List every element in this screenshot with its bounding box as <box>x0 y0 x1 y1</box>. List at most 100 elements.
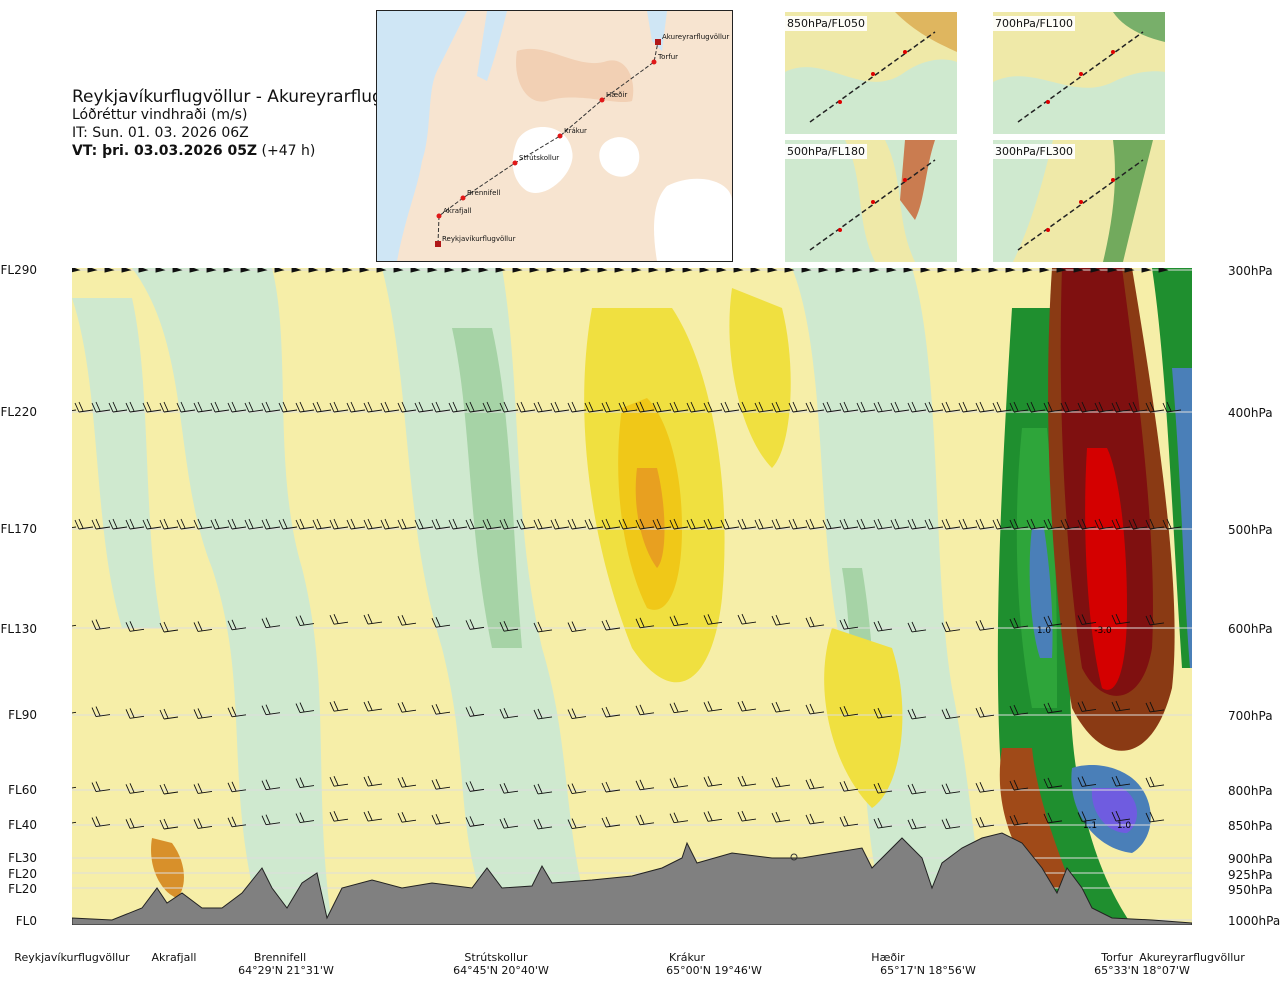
wind-barb <box>295 812 315 823</box>
wind-barb <box>380 401 400 413</box>
wind-barb <box>835 268 846 273</box>
wind-barb <box>635 518 655 530</box>
wind-barb <box>397 401 417 413</box>
wind-barb <box>1111 775 1131 787</box>
axis-hpa-9: 950hPa <box>1228 883 1273 897</box>
axis-hpa-3: 600hPa <box>1228 622 1273 636</box>
wind-barb <box>1107 268 1118 273</box>
route-title: Reykjavíkurflugvöllur - Akureyrarflugvöl… <box>72 87 431 107</box>
wind-barb <box>975 706 995 718</box>
wind-barb <box>839 816 859 827</box>
wind-barb <box>155 268 166 273</box>
cross-section-svg: 1.0 -3.0 1.1 1.0 <box>72 268 1192 925</box>
wind-barb <box>499 817 519 829</box>
thumbnail-700-svg <box>993 12 1165 134</box>
axis-fl-10: FL0 <box>15 914 37 928</box>
wind-barb <box>72 409 77 412</box>
wind-barb <box>771 776 791 788</box>
wind-barb <box>669 401 689 413</box>
wind-barb <box>635 704 655 716</box>
wind-barb <box>329 776 349 787</box>
wind-barb <box>499 782 519 794</box>
thumbnail-500[interactable]: 500hPa/FL180 <box>785 140 957 262</box>
wind-barb <box>1077 518 1097 530</box>
wind-barb <box>329 701 349 712</box>
wind-barb <box>193 818 213 829</box>
wind-barb <box>941 518 961 530</box>
down-brown-low <box>999 748 1072 888</box>
wind-barb <box>261 814 281 826</box>
wind-barb <box>397 518 417 530</box>
wind-barb <box>72 268 81 273</box>
wind-barb <box>907 783 927 795</box>
map-waypoint-marker <box>599 97 605 103</box>
wind-barb <box>971 268 982 273</box>
coord-krakur: 65°00'N 19°46'W <box>666 964 762 977</box>
thumbnail-300[interactable]: 300hPa/FL300 <box>993 140 1165 262</box>
wind-barb <box>261 704 281 716</box>
wind-barb <box>125 783 145 794</box>
thumbnail-700[interactable]: 700hPa/FL100 <box>993 12 1165 134</box>
axis-fl-6: FL40 <box>8 818 37 832</box>
wind-barb <box>754 518 774 530</box>
wind-barb <box>669 615 689 627</box>
wind-barb <box>1077 811 1097 822</box>
map-fjord-east <box>647 11 667 51</box>
wind-barb <box>261 401 281 413</box>
wind-barb <box>1077 614 1097 625</box>
wind-barb <box>342 268 353 273</box>
wind-barb <box>1128 518 1148 530</box>
wind-barb <box>329 518 349 530</box>
wind-barb <box>329 811 349 822</box>
wind-barb <box>448 401 468 413</box>
wind-barb <box>431 401 451 413</box>
wind-barb <box>465 781 485 792</box>
wind-barb <box>1141 268 1152 273</box>
wind-barb <box>1043 777 1063 789</box>
wind-barb <box>1077 701 1097 712</box>
wind-barb <box>72 526 77 529</box>
wind-barb <box>227 781 247 793</box>
wind-barb <box>359 268 370 273</box>
wind-barb <box>818 268 829 273</box>
coord-brennifell: 64°29'N 21°31'W <box>238 964 334 977</box>
wind-barb <box>159 401 179 413</box>
wind-barb <box>461 268 472 273</box>
wind-barb <box>716 268 727 273</box>
place-brennifell: Brennifell <box>253 951 307 964</box>
wind-barb <box>1158 268 1169 273</box>
down-orange-akrafjall <box>151 838 184 898</box>
wind-barb <box>941 401 961 413</box>
down-yellow-3 <box>824 628 903 808</box>
wind-barb <box>1009 518 1029 530</box>
wind-barb <box>104 268 115 273</box>
wind-barb <box>1162 401 1182 413</box>
wind-barb <box>295 702 315 713</box>
wind-barb <box>495 268 506 273</box>
wind-barb <box>992 518 1012 530</box>
glacier-hofsjokull <box>599 137 640 177</box>
thumbnail-850[interactable]: 850hPa/FL050 <box>785 12 957 134</box>
wind-barb <box>597 268 608 273</box>
wind-barb <box>533 518 553 530</box>
wind-barb <box>873 707 893 719</box>
wind-barb <box>227 816 247 828</box>
wind-barb <box>601 518 621 530</box>
wind-barb <box>465 518 485 530</box>
wind-barb <box>1073 268 1084 273</box>
wind-barb <box>635 617 655 629</box>
wind-barb <box>805 518 825 530</box>
wind-barb <box>210 401 230 413</box>
wind-barb <box>1022 268 1033 273</box>
wind-barb <box>890 401 910 413</box>
wind-barb <box>410 268 421 273</box>
wind-barb <box>958 401 978 413</box>
wind-barb <box>125 621 145 632</box>
wind-barb <box>414 518 434 530</box>
wind-barb <box>1005 268 1016 273</box>
wind-barb <box>363 613 383 625</box>
wind-barb <box>308 268 319 273</box>
wind-barb <box>431 518 451 530</box>
wind-barb <box>580 268 591 273</box>
wind-barb <box>482 518 502 530</box>
